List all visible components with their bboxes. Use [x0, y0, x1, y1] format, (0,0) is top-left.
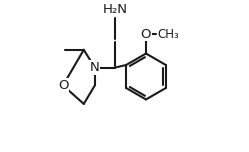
Text: CH₃: CH₃ — [158, 28, 180, 41]
Text: O: O — [58, 79, 68, 92]
Text: N: N — [90, 61, 100, 74]
Text: H₂N: H₂N — [102, 3, 127, 17]
Text: O: O — [141, 28, 151, 41]
